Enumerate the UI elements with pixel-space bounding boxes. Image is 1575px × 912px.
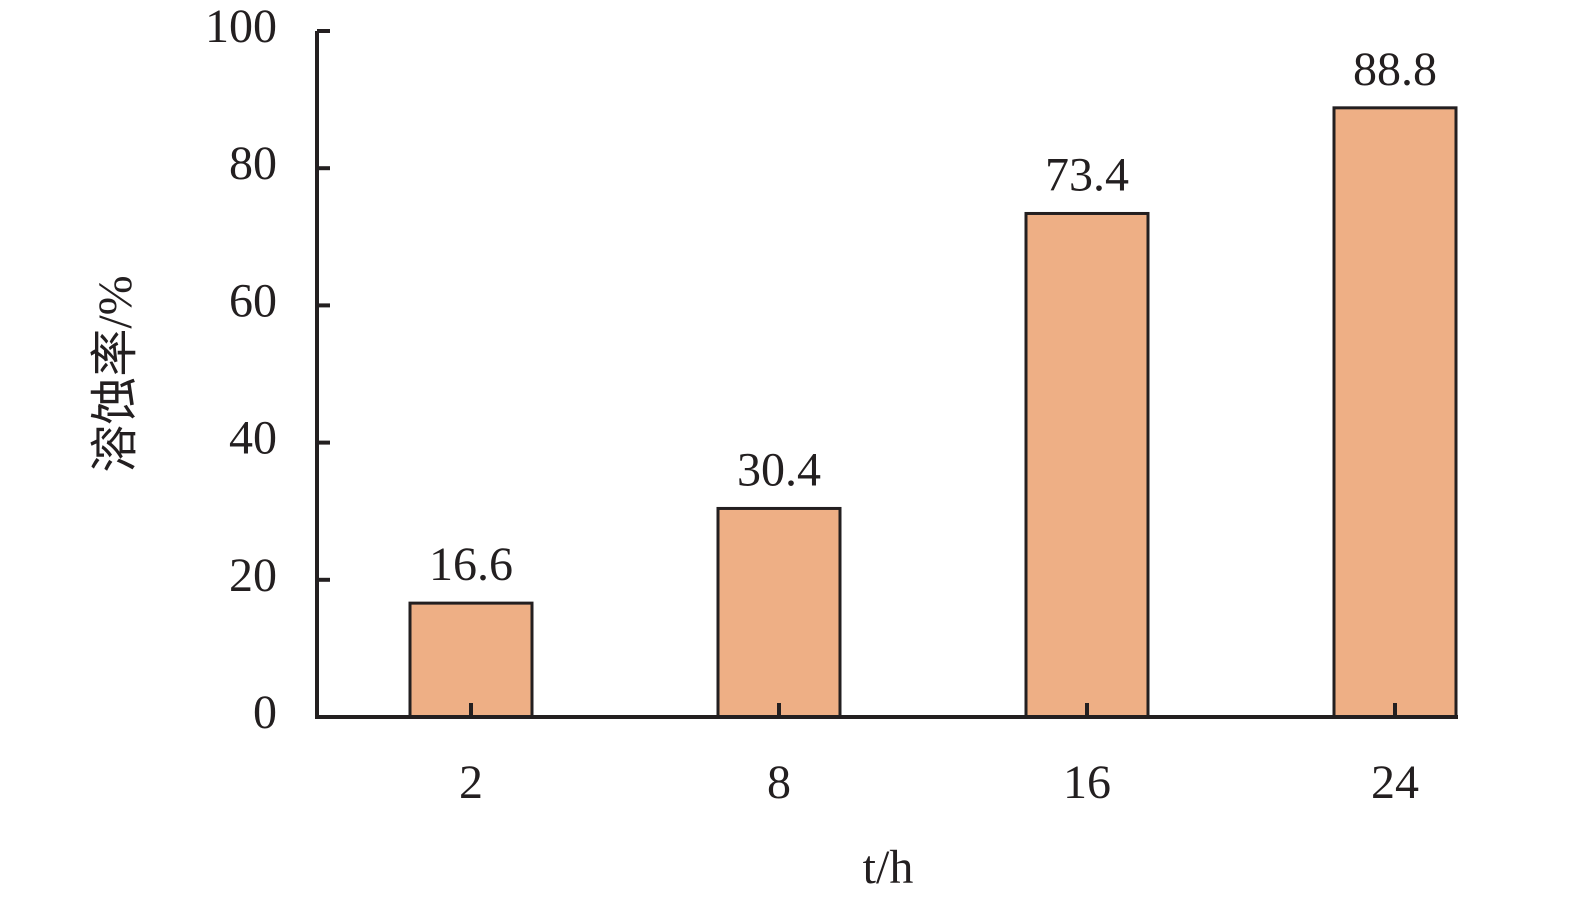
- x-tick-label: 8: [767, 756, 791, 809]
- y-tick-label: 0: [253, 686, 277, 739]
- x-tick-label: 24: [1371, 756, 1419, 809]
- x-tick-label: 2: [459, 756, 483, 809]
- y-tick-label: 40: [229, 412, 277, 465]
- bar: [1332, 106, 1458, 719]
- y-axis-label: 溶蚀率/%: [89, 275, 142, 472]
- x-tick-label: 16: [1063, 756, 1111, 809]
- y-tick-label: 100: [205, 0, 277, 53]
- value-label: 73.4: [1045, 148, 1129, 201]
- value-label: 30.4: [737, 443, 821, 496]
- y-tick-label: 60: [229, 274, 277, 327]
- y-tick-label: 20: [229, 549, 277, 602]
- x-axis-label: t/h: [863, 841, 914, 894]
- bar: [408, 601, 534, 719]
- value-label: 88.8: [1353, 43, 1437, 96]
- bar: [716, 506, 842, 719]
- y-tick-label: 80: [229, 137, 277, 190]
- bar: [1024, 211, 1150, 719]
- value-label: 16.6: [429, 538, 513, 591]
